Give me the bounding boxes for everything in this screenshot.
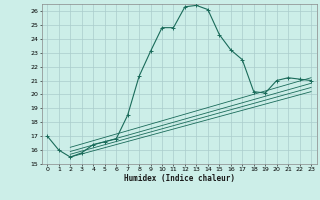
X-axis label: Humidex (Indice chaleur): Humidex (Indice chaleur) <box>124 174 235 183</box>
